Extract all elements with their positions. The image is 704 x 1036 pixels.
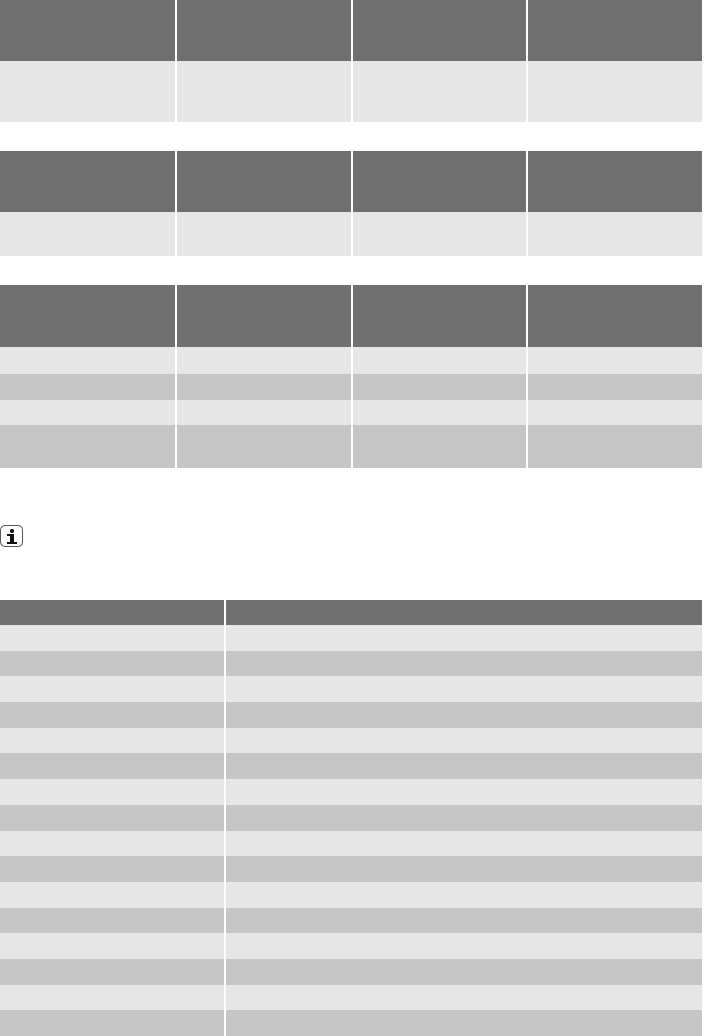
table-cell — [0, 400, 175, 425]
table-cell — [0, 779, 224, 805]
table-cell — [226, 753, 702, 780]
table-4 — [0, 600, 702, 1036]
table-cell — [177, 425, 351, 468]
table-cell — [226, 984, 702, 1011]
table-cell — [226, 727, 702, 754]
table-header-cell — [353, 0, 526, 61]
table-header-cell — [177, 0, 351, 61]
table-cell — [0, 676, 224, 703]
table-cell — [226, 650, 702, 677]
table-header-cell — [0, 600, 224, 625]
table-cell — [0, 958, 224, 985]
table-cell — [353, 61, 526, 122]
table-cell — [0, 61, 175, 122]
table-cell — [177, 400, 351, 425]
table-header-cell — [353, 151, 526, 212]
table-cell — [226, 907, 702, 934]
info-icon — [0, 525, 23, 547]
table-cell — [528, 61, 702, 122]
table-cell — [0, 212, 175, 256]
table-header-cell — [0, 151, 175, 212]
table-cell — [528, 347, 702, 374]
table-cell — [226, 779, 702, 805]
table-cell — [0, 650, 224, 677]
table-cell — [226, 1010, 702, 1036]
table-cell — [0, 984, 224, 1011]
table-cell — [353, 425, 526, 468]
table-cell — [528, 400, 702, 425]
table-cell — [0, 830, 224, 857]
table-cell — [0, 933, 224, 959]
table-cell — [528, 374, 702, 400]
table-cell — [0, 1010, 224, 1036]
table-cell — [0, 753, 224, 780]
table-header-cell — [226, 600, 702, 625]
table-cell — [0, 856, 224, 882]
table-header-cell — [0, 0, 175, 61]
table-cell — [0, 625, 224, 651]
table-cell — [226, 933, 702, 959]
table-2 — [0, 151, 702, 256]
table-cell — [226, 881, 702, 908]
table-1 — [0, 0, 702, 122]
table-header-cell — [528, 0, 702, 61]
table-cell — [226, 676, 702, 703]
table-cell — [226, 702, 702, 728]
table-cell — [528, 212, 702, 256]
table-cell — [226, 625, 702, 651]
table-cell — [226, 804, 702, 831]
table-cell — [226, 856, 702, 882]
table-cell — [0, 881, 224, 908]
table-header-cell — [528, 151, 702, 212]
table-cell — [528, 425, 702, 468]
table-3 — [0, 285, 702, 468]
table-cell — [0, 374, 175, 400]
table-header-cell — [177, 285, 351, 347]
table-cell — [0, 702, 224, 728]
table-header-cell — [353, 285, 526, 347]
table-header-cell — [177, 151, 351, 212]
table-cell — [0, 804, 224, 831]
table-cell — [177, 347, 351, 374]
table-cell — [177, 374, 351, 400]
table-cell — [177, 212, 351, 256]
table-cell — [0, 907, 224, 934]
table-cell — [0, 727, 224, 754]
table-cell — [0, 425, 175, 468]
table-cell — [226, 958, 702, 985]
table-header-cell — [528, 285, 702, 347]
table-cell — [0, 347, 175, 374]
table-cell — [353, 400, 526, 425]
table-cell — [353, 212, 526, 256]
table-cell — [353, 374, 526, 400]
table-cell — [353, 347, 526, 374]
table-cell — [226, 830, 702, 857]
table-cell — [177, 61, 351, 122]
table-header-cell — [0, 285, 175, 347]
